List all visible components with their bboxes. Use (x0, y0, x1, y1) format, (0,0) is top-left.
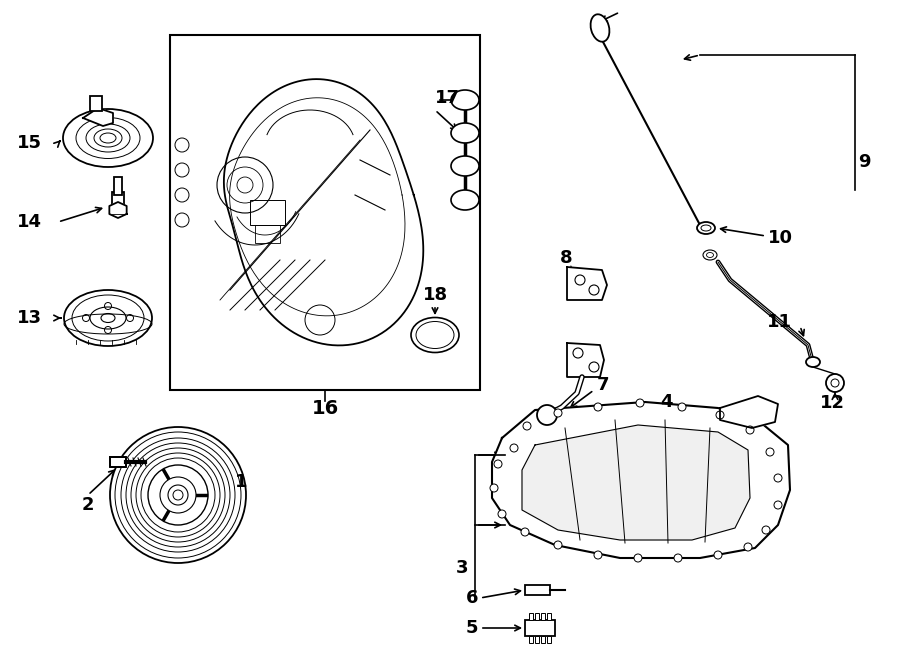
Circle shape (498, 510, 506, 518)
Text: 3: 3 (455, 559, 468, 577)
Circle shape (744, 543, 752, 551)
Ellipse shape (451, 123, 479, 143)
Circle shape (766, 448, 774, 456)
Text: 9: 9 (858, 153, 870, 171)
Bar (90, 96, 102, 111)
Bar (525, 585, 550, 595)
Polygon shape (522, 425, 750, 540)
Bar (529, 613, 533, 620)
Text: 12: 12 (820, 394, 844, 412)
Bar (535, 613, 539, 620)
Circle shape (714, 551, 722, 559)
Ellipse shape (697, 222, 715, 234)
Polygon shape (224, 79, 423, 346)
Circle shape (148, 465, 208, 525)
Circle shape (774, 474, 782, 482)
Text: 16: 16 (311, 399, 338, 418)
Polygon shape (567, 343, 604, 377)
Circle shape (774, 501, 782, 509)
Text: 10: 10 (768, 229, 793, 247)
Bar (529, 636, 533, 643)
Polygon shape (83, 108, 113, 126)
Ellipse shape (703, 250, 717, 260)
Text: 1: 1 (235, 473, 248, 491)
Circle shape (594, 403, 602, 411)
Text: 4: 4 (660, 393, 672, 411)
Circle shape (537, 405, 557, 425)
Circle shape (636, 399, 644, 407)
Ellipse shape (590, 15, 609, 42)
Text: 15: 15 (17, 134, 42, 152)
Circle shape (716, 411, 724, 419)
Circle shape (594, 551, 602, 559)
Text: 11: 11 (767, 313, 792, 331)
Text: 6: 6 (465, 589, 478, 607)
Polygon shape (492, 402, 790, 558)
Polygon shape (720, 396, 778, 428)
Circle shape (110, 427, 246, 563)
Circle shape (554, 541, 562, 549)
Text: 13: 13 (17, 309, 42, 327)
Bar (250, 200, 285, 225)
Bar (110, 457, 126, 467)
Bar (255, 225, 280, 243)
Circle shape (494, 460, 502, 468)
Bar (112, 192, 124, 214)
Circle shape (746, 426, 754, 434)
Circle shape (826, 374, 844, 392)
Circle shape (674, 554, 682, 562)
Ellipse shape (451, 90, 479, 110)
Ellipse shape (806, 357, 820, 367)
Text: 8: 8 (560, 249, 572, 267)
Bar (547, 636, 551, 643)
Circle shape (160, 477, 196, 513)
Circle shape (523, 422, 531, 430)
Ellipse shape (451, 156, 479, 176)
Circle shape (678, 403, 686, 411)
Text: 7: 7 (597, 376, 609, 394)
Bar (541, 613, 545, 620)
Circle shape (762, 526, 770, 534)
Bar (535, 636, 539, 643)
Circle shape (510, 444, 518, 452)
Text: 18: 18 (422, 286, 447, 304)
Ellipse shape (64, 290, 152, 346)
Bar (525, 620, 555, 636)
Ellipse shape (411, 318, 459, 352)
Circle shape (490, 484, 498, 492)
Bar (170, 35, 480, 390)
Polygon shape (109, 202, 127, 218)
Text: 17: 17 (435, 89, 460, 107)
Circle shape (521, 528, 529, 536)
Circle shape (554, 409, 562, 417)
Bar (114, 177, 122, 195)
Bar (547, 613, 551, 620)
Text: 2: 2 (82, 496, 94, 514)
Ellipse shape (63, 109, 153, 167)
Ellipse shape (451, 190, 479, 210)
Polygon shape (567, 267, 607, 300)
Text: 14: 14 (17, 213, 42, 231)
Circle shape (634, 554, 642, 562)
Bar (541, 636, 545, 643)
Text: 5: 5 (465, 619, 478, 637)
